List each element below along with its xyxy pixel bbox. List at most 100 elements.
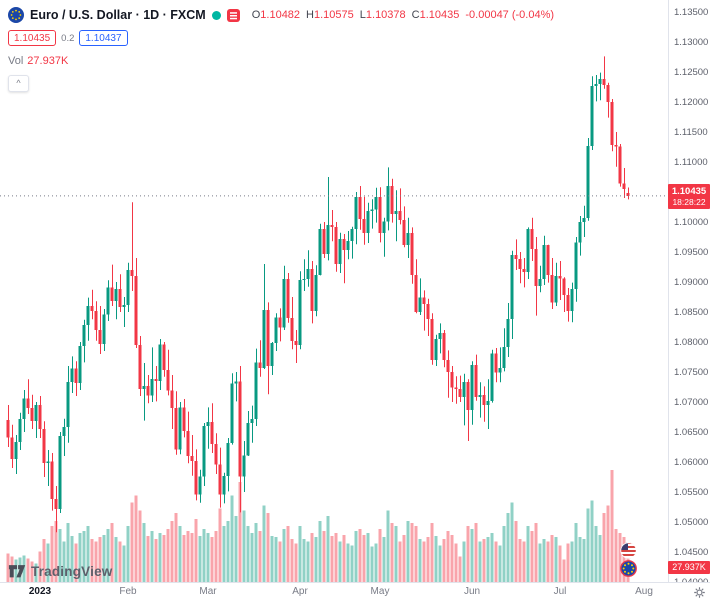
volume-bar (462, 541, 466, 582)
volume-bar (158, 533, 162, 582)
chart-legend: Euro / U.S. Dollar · 1D · FXCM O1.10482 … (8, 7, 554, 92)
candle (362, 196, 366, 245)
volume-bar (178, 526, 182, 582)
volume-bar (558, 545, 562, 582)
legend-title-row: Euro / U.S. Dollar · 1D · FXCM O1.10482 … (8, 7, 554, 23)
volume-bar (478, 541, 482, 582)
volume-bar (570, 541, 574, 582)
volume-bar (94, 541, 98, 582)
price-axis-label: 1.06000 (674, 456, 709, 468)
candle (558, 261, 562, 300)
candle (350, 226, 354, 259)
volume-bar (294, 543, 298, 582)
volume-bar (382, 537, 386, 582)
volume-bar (86, 526, 90, 582)
volume-bar (354, 531, 358, 582)
candle (382, 217, 386, 257)
volume-bar (430, 522, 434, 582)
price-axis-label: 1.09000 (674, 276, 709, 288)
candle (106, 280, 110, 321)
eu-flag-event-icon[interactable] (620, 560, 637, 577)
volume-bar (614, 529, 618, 582)
candle (6, 405, 10, 447)
volume-bar (90, 539, 94, 582)
us-flag-event-icon[interactable] (620, 542, 637, 559)
volume-bar (150, 531, 154, 582)
candle (354, 192, 358, 245)
volume-bar (142, 522, 146, 582)
time-axis[interactable]: 2023 Feb Mar Apr May Jun Jul Aug (0, 582, 710, 601)
volume-bar (326, 515, 330, 582)
candle (298, 271, 302, 350)
candle (366, 202, 370, 243)
symbol-title[interactable]: Euro / U.S. Dollar · 1D · FXCM (30, 8, 206, 22)
candle (614, 132, 618, 167)
gear-icon[interactable] (693, 586, 706, 599)
volume-bar (318, 520, 322, 582)
candle (394, 190, 398, 242)
candle (606, 82, 610, 118)
candle (198, 469, 202, 503)
candle (434, 334, 438, 366)
candle (578, 216, 582, 256)
volume-bar (450, 535, 454, 582)
candle (342, 234, 346, 284)
candle (502, 328, 506, 372)
candle (94, 301, 98, 341)
candle (314, 265, 318, 317)
candle (70, 356, 74, 393)
candle (306, 250, 310, 287)
ask-price-button[interactable]: 1.10437 (79, 30, 128, 46)
candle (126, 262, 130, 312)
volume-bar (230, 495, 234, 582)
candle (486, 379, 490, 429)
candle (38, 396, 42, 438)
time-axis-month-label: Mar (199, 586, 217, 597)
candle (30, 394, 34, 429)
candle (494, 348, 498, 383)
red-list-icon[interactable] (226, 8, 240, 22)
volume-bar (514, 520, 518, 582)
last-price-badge: 1.10435 18:28:22 (668, 183, 710, 209)
candle (402, 206, 406, 248)
candlestick-chart[interactable] (0, 0, 668, 582)
volume-bar (562, 559, 566, 582)
candle (582, 205, 586, 237)
candle (226, 438, 230, 492)
chart-pane[interactable] (0, 0, 668, 582)
candle (602, 56, 606, 89)
time-axis-month-label: Jun (463, 586, 481, 597)
tradingview-logo[interactable]: TradingView (8, 562, 112, 580)
volume-bar (442, 539, 446, 582)
volume-bar (310, 533, 314, 582)
bid-price-button[interactable]: 1.10435 (8, 30, 57, 46)
candle (618, 144, 622, 187)
candle (374, 187, 378, 223)
teal-dot-icon[interactable] (211, 10, 221, 20)
volume-bar (242, 510, 246, 582)
price-axis-label: 1.05000 (674, 516, 709, 528)
bar-countdown: 18:28:22 (672, 196, 706, 207)
candle (290, 297, 294, 350)
time-axis-month-label: Apr (292, 586, 308, 597)
bid-ask-row: 1.10435 0.2 1.10437 (8, 30, 554, 46)
candle (550, 258, 554, 309)
candle (462, 373, 466, 426)
candle (58, 432, 62, 513)
price-axis-label: 1.08000 (674, 336, 709, 348)
legend-collapse-button[interactable]: ^ (8, 75, 29, 92)
price-axis[interactable]: 1.13500 1.13000 1.12500 1.12000 1.11500 1.110… (668, 0, 710, 588)
price-axis-label: 1.07000 (674, 396, 709, 408)
candle (142, 363, 146, 421)
price-axis-label: 1.04500 (674, 546, 709, 558)
volume-bar (490, 533, 494, 582)
volume-bar (434, 536, 438, 582)
candle (426, 298, 430, 336)
candle (34, 402, 38, 438)
volume-bar (290, 539, 294, 582)
change-value: -0.00047 (-0.04%) (465, 9, 555, 21)
volume-bar (414, 526, 418, 582)
candle (210, 403, 214, 453)
volume-bar (406, 520, 410, 582)
time-axis-year-label: 2023 (28, 586, 52, 597)
